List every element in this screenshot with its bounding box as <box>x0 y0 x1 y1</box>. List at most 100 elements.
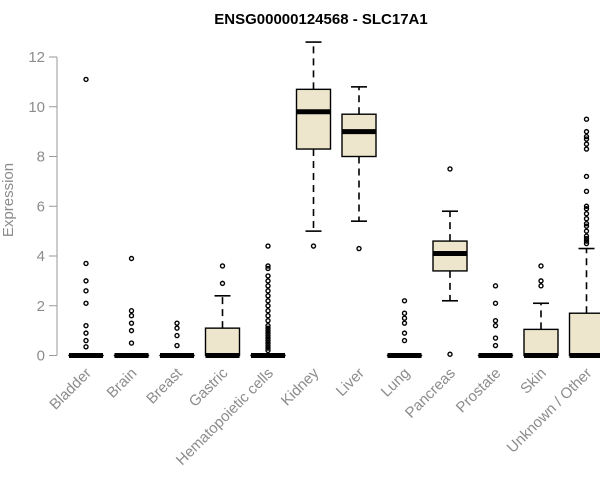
y-tick-label: 4 <box>37 248 45 265</box>
y-axis-label: Expression <box>0 163 17 237</box>
outlier-point <box>174 342 180 349</box>
category-label: Lung <box>378 365 414 401</box>
box <box>568 312 600 357</box>
outlier-point <box>83 300 89 306</box>
outlier-point <box>128 320 135 326</box>
outlier-point <box>219 263 226 269</box>
outlier-point <box>583 220 590 227</box>
outlier-point <box>583 215 590 222</box>
outlier-point <box>265 243 271 249</box>
outlier-point <box>492 300 499 306</box>
outlier-point <box>583 188 590 195</box>
outlier-point <box>265 288 271 294</box>
outlier-point <box>128 255 135 262</box>
outlier-point <box>492 335 499 341</box>
outlier-point <box>265 313 271 319</box>
outlier-point <box>219 280 226 287</box>
outlier-point <box>265 298 271 304</box>
outlier-point <box>401 315 408 321</box>
outlier-point <box>583 235 590 242</box>
outlier-point <box>492 342 499 349</box>
outlier-point <box>401 337 408 344</box>
outlier-point <box>83 337 89 344</box>
outlier-point <box>265 308 271 314</box>
outlier-point <box>401 298 408 304</box>
outlier-point <box>447 166 453 172</box>
outlier-point <box>265 322 271 329</box>
outlier-point <box>265 293 271 299</box>
outlier-point <box>492 317 499 324</box>
outlier-point <box>583 238 590 244</box>
outlier-point <box>583 211 590 217</box>
outlier-point <box>583 141 590 147</box>
category-label: Pancreas <box>402 365 459 422</box>
outlier-point <box>83 322 89 329</box>
box <box>341 113 377 158</box>
y-tick-label: 2 <box>37 298 45 315</box>
outlier-point <box>401 310 408 316</box>
outlier-point <box>265 335 271 341</box>
outlier-point <box>583 136 590 142</box>
box-group <box>295 41 332 249</box>
outlier-point <box>447 351 453 357</box>
outlier-point <box>265 345 271 351</box>
box-group <box>204 263 241 358</box>
outlier-point <box>583 173 590 180</box>
outlier-point <box>265 340 271 346</box>
box-group <box>432 166 468 357</box>
outlier-point <box>583 228 590 234</box>
box-group <box>68 76 104 358</box>
outlier-point <box>265 273 271 279</box>
chart-title: ENSG00000124568 - SLC17A1 <box>214 11 427 28</box>
outlier-point <box>265 325 271 331</box>
outlier-point <box>174 332 180 339</box>
outlier-point <box>265 330 271 336</box>
category-label: Breast <box>143 364 186 407</box>
outlier-point <box>128 308 135 314</box>
box-group <box>341 86 377 252</box>
outlier-point <box>538 283 544 289</box>
outlier-point <box>538 263 544 269</box>
y-tick-label: 6 <box>37 198 45 215</box>
box-group <box>159 320 195 358</box>
outlier-point <box>356 245 362 252</box>
outlier-point <box>265 278 271 284</box>
outlier-point <box>583 203 590 209</box>
box-group <box>250 243 286 358</box>
outlier-point <box>174 325 180 331</box>
box-group <box>568 116 600 358</box>
outlier-point <box>401 320 408 326</box>
category-label: Kidney <box>278 364 323 409</box>
outlier-point <box>265 265 271 272</box>
outlier-point <box>583 128 590 135</box>
outlier-point <box>265 327 271 334</box>
outlier-point <box>538 278 544 284</box>
box-group <box>386 298 423 358</box>
outlier-point <box>583 240 590 247</box>
outlier-point <box>492 283 499 289</box>
y-tick-label: 8 <box>37 149 45 166</box>
outlier-point <box>583 146 590 152</box>
outlier-point <box>128 313 135 319</box>
box-group <box>477 283 514 358</box>
outlier-point <box>83 76 89 83</box>
box <box>204 327 241 357</box>
outlier-point <box>265 263 271 269</box>
category-label: Brain <box>104 365 141 402</box>
outlier-point <box>583 233 590 239</box>
outlier-point <box>583 206 590 212</box>
category-label: Bladder <box>46 365 95 414</box>
box <box>295 88 332 150</box>
outlier-point <box>401 330 408 336</box>
outlier-point <box>265 303 271 309</box>
box <box>523 328 559 357</box>
outlier-point <box>128 340 135 346</box>
outlier-point <box>265 332 271 339</box>
category-label: Prostate <box>453 365 505 417</box>
outlier-point <box>83 330 89 336</box>
box-group <box>113 255 150 358</box>
outlier-point <box>583 223 590 229</box>
outlier-point <box>583 116 590 122</box>
